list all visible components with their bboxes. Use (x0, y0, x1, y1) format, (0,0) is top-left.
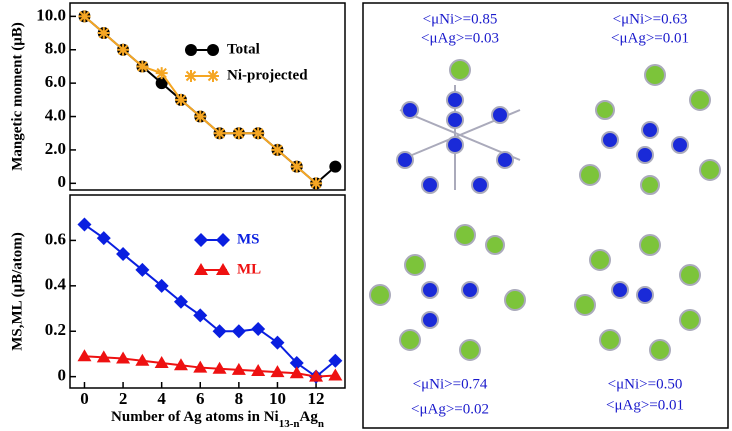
x-axis-label: Number of Ag atoms in Ni13-nAgn (111, 409, 324, 429)
marker (96, 231, 111, 246)
legend-label: ML (237, 261, 261, 277)
y-axis-label: Mangetic moment (μB) (9, 22, 25, 170)
clusters (369, 59, 721, 361)
x-axis-label-part: Number of Ag atoms in Ni (111, 409, 279, 425)
plot-frame (69, 194, 346, 389)
panel-frame (362, 2, 729, 429)
y-tick-label: 10.0 (36, 5, 66, 24)
marker (231, 362, 246, 375)
marker (78, 10, 91, 23)
y-tick-label: 4.0 (45, 105, 66, 124)
annotation: <μAg>=0.03 (421, 30, 499, 46)
y-tick-label: 0.2 (45, 320, 66, 339)
annotation: <μAg>=0.01 (611, 30, 689, 46)
marker (270, 335, 285, 350)
marker (193, 360, 208, 373)
y-tick-label: 2.0 (45, 139, 66, 158)
marker (309, 369, 324, 382)
marker (77, 217, 92, 232)
marker (135, 262, 150, 277)
legend-marker (194, 263, 208, 275)
y-tick-label: 8.0 (45, 39, 66, 58)
marker (173, 294, 188, 309)
marker (231, 324, 246, 339)
x-tick-label: 10 (269, 389, 286, 408)
marker (193, 308, 208, 323)
x-axis-label-part: 13-n (279, 418, 300, 430)
marker (116, 351, 131, 364)
x-tick-label: 12 (308, 389, 325, 408)
marker (194, 110, 207, 123)
marker (289, 356, 304, 371)
x-axis-label-part: Ag (299, 409, 318, 425)
marker (251, 321, 266, 336)
x-tick-label: 0 (80, 389, 89, 408)
marker (96, 350, 111, 363)
y-tick-label: 0.4 (45, 275, 67, 294)
marker (116, 247, 131, 262)
cluster-1 (396, 59, 521, 194)
marker (310, 177, 323, 190)
y-tick-label: 6.0 (45, 72, 66, 91)
annotation: <μAg>=0.01 (606, 397, 684, 413)
legend-marker (185, 44, 197, 56)
marker (154, 356, 169, 369)
y-tick-label: 0 (58, 172, 67, 191)
marker (232, 127, 245, 140)
legend-marker (194, 233, 208, 247)
marker (290, 160, 303, 173)
legend-label: Total (227, 41, 260, 57)
legend-label: MS (237, 231, 260, 247)
marker (154, 278, 169, 293)
legend-marker (207, 70, 219, 82)
marker (328, 353, 343, 368)
plot-frame (69, 2, 346, 191)
legend-marker (185, 70, 197, 82)
legend-marker (216, 233, 230, 247)
cluster-3 (369, 224, 526, 361)
marker (212, 361, 227, 374)
legend-marker (216, 263, 230, 275)
marker (213, 127, 226, 140)
marker (117, 43, 130, 56)
marker (328, 368, 343, 381)
marker (155, 77, 168, 90)
marker (271, 143, 284, 156)
marker (252, 127, 265, 140)
marker (135, 353, 150, 366)
x-tick-label: 2 (119, 389, 128, 408)
annotation: <μNi>=0.50 (608, 376, 683, 392)
marker (77, 349, 92, 362)
y-tick-label: 0 (58, 366, 67, 385)
legend-label: Ni-projected (227, 67, 308, 83)
marker (270, 365, 285, 378)
marker (289, 366, 304, 379)
annotation: <μNi>=0.85 (423, 11, 498, 27)
x-axis-label-part: n (318, 418, 324, 430)
marker (173, 358, 188, 371)
annotation: <μNi>=0.63 (613, 11, 688, 27)
x-tick-label: 8 (235, 389, 244, 408)
legend-marker (207, 44, 219, 56)
y-tick-label: 0.6 (45, 229, 66, 248)
annotation: <μNi>=0.74 (413, 376, 488, 392)
marker (155, 67, 168, 80)
series-line (83, 15, 337, 185)
marker (329, 160, 342, 173)
marker (97, 27, 110, 40)
marker (136, 60, 149, 73)
marker (212, 324, 227, 339)
annotation: <μAg>=0.02 (411, 401, 489, 417)
marker (174, 93, 187, 106)
marker (251, 363, 266, 376)
x-tick-label: 4 (157, 389, 166, 408)
cluster-2 (579, 64, 721, 195)
x-tick-label: 6 (196, 389, 205, 408)
cluster-4 (574, 234, 701, 361)
series-line (83, 15, 317, 185)
y-axis-label: MS,ML (μB/atom) (9, 232, 25, 351)
